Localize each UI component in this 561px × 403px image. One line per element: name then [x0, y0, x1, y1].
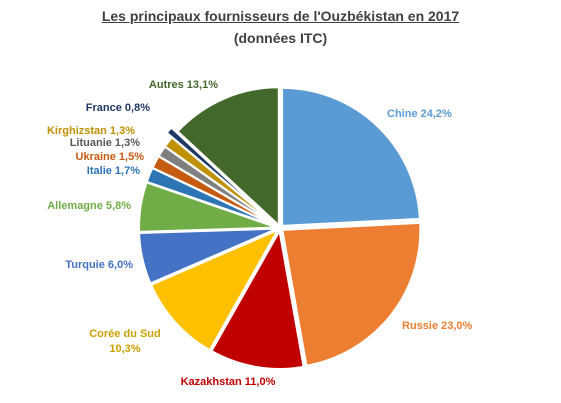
- pie-slice: [281, 221, 422, 367]
- chart-subtitle: (données ITC): [233, 30, 328, 46]
- pie-slice: [210, 228, 305, 370]
- pie-slice: [281, 86, 421, 227]
- slice-label: Italie 1,7%: [87, 165, 140, 177]
- slice-label: Russie 23,0%: [402, 320, 473, 332]
- chart-title: Les principaux fournisseurs de l'Ouzbéki…: [101, 8, 460, 24]
- slice-label: Kazakhstan 11,0%: [181, 376, 276, 388]
- slice-label: Allemagne 5,8%: [47, 200, 131, 212]
- pie-slice: [165, 126, 274, 223]
- slice-label: Kirghizstan 1,3%: [47, 125, 135, 137]
- slice-label: Autres 13,1%: [149, 79, 218, 91]
- slice-label: Lituanie 1,3%: [70, 137, 141, 149]
- slice-label: Ukraine 1,5%: [76, 151, 145, 163]
- slice-label: Corée du Sud 10,3%: [89, 328, 161, 355]
- slice-label: France 0,8%: [86, 102, 150, 114]
- pie-slice: [138, 227, 278, 285]
- slice-label: Turquie 6,0%: [65, 259, 133, 271]
- pie-slice: [176, 86, 280, 228]
- pie-slice: [149, 227, 281, 352]
- slice-label: Chine 24,2%: [387, 108, 452, 120]
